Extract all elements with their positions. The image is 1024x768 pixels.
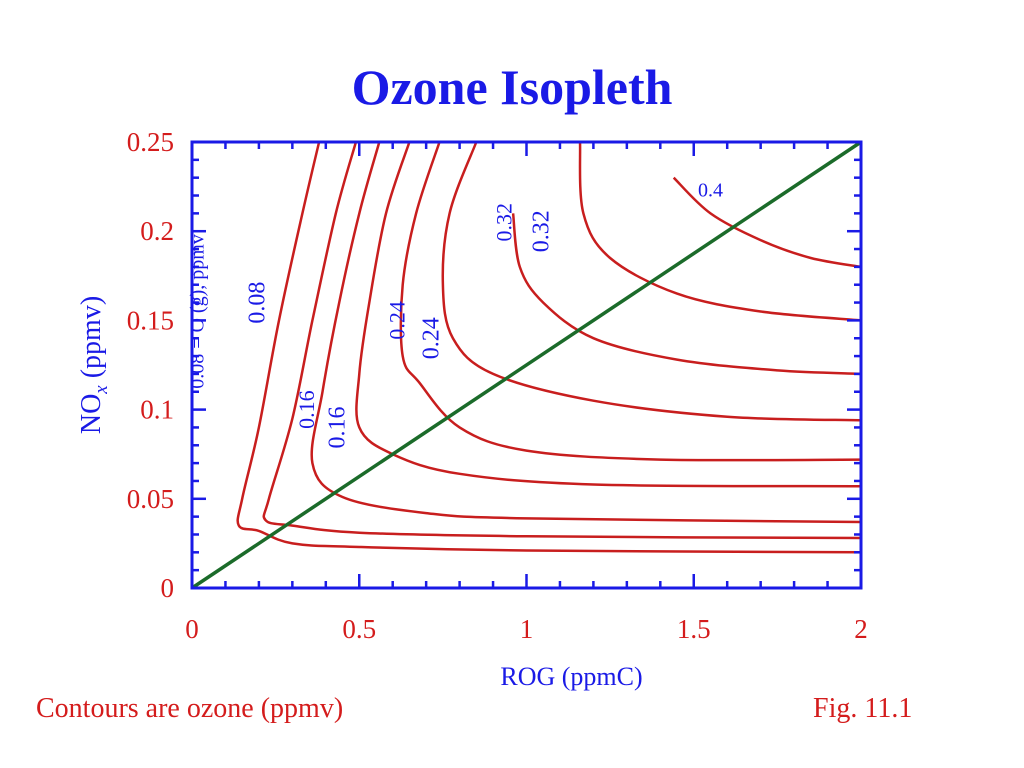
ratio-line-group	[191, 140, 862, 590]
contour-line-1	[236, 141, 862, 554]
y-tick-label: 0.25	[127, 127, 174, 157]
page-title: Ozone Isopleth	[351, 59, 673, 115]
y-tick-label: 0	[161, 573, 175, 603]
contour-label-5: 0.24	[384, 301, 409, 340]
contour-label-4: 0.24	[418, 317, 444, 359]
contour-line-4	[355, 141, 862, 488]
contour-label-9: 0.08 = O (g), ppmv	[186, 234, 208, 389]
y-axis-label: NOx (ppmv)	[76, 296, 112, 434]
contour-label-7: 0.32	[491, 203, 516, 242]
x-axis-label: ROG (ppmC)	[500, 662, 642, 691]
contour-label-3: 0.16	[294, 390, 319, 429]
contour-line-6	[441, 141, 862, 422]
contour-label-2: 0.16	[325, 406, 351, 448]
contour-line-8	[578, 141, 862, 322]
tick-group	[190, 140, 863, 590]
contour-label-1: 0.08	[244, 282, 270, 324]
axis-label-group: 0 0.5 1 1.5 2 0 0.05 0.1 0.15 0.2 0.25 ROG (ppmC) NO…	[76, 127, 868, 691]
x-tick-label: 1	[520, 614, 534, 644]
ratio-line	[191, 140, 862, 590]
y-tick-label: 0.1	[140, 395, 174, 425]
contour-label-6: 0.32	[529, 210, 555, 252]
contour-line-9	[672, 176, 862, 269]
contour-label-group: 0.08 0.160.16 0.24 0.24 0.32 0.32 0.4 0.08 = O …	[186, 180, 723, 449]
contour-line-5	[399, 141, 862, 462]
y-tick-label: 0.15	[127, 305, 174, 335]
y-tick-label: 0.05	[127, 484, 174, 514]
contour-line-7	[511, 213, 862, 376]
y-tick-label: 0.2	[140, 216, 174, 246]
x-tick-label: 0	[185, 614, 199, 644]
contour-label-8: 0.4	[698, 180, 723, 202]
contour-line-2	[262, 141, 862, 540]
caption-left: Contours are ozone (ppmv)	[36, 693, 344, 724]
contour-line-3	[310, 141, 862, 524]
x-tick-label: 0.5	[342, 614, 376, 644]
contour-group	[236, 141, 862, 554]
x-tick-label: 1.5	[677, 614, 711, 644]
x-tick-label: 2	[854, 614, 868, 644]
figure-number: Fig. 11.1	[813, 693, 913, 724]
